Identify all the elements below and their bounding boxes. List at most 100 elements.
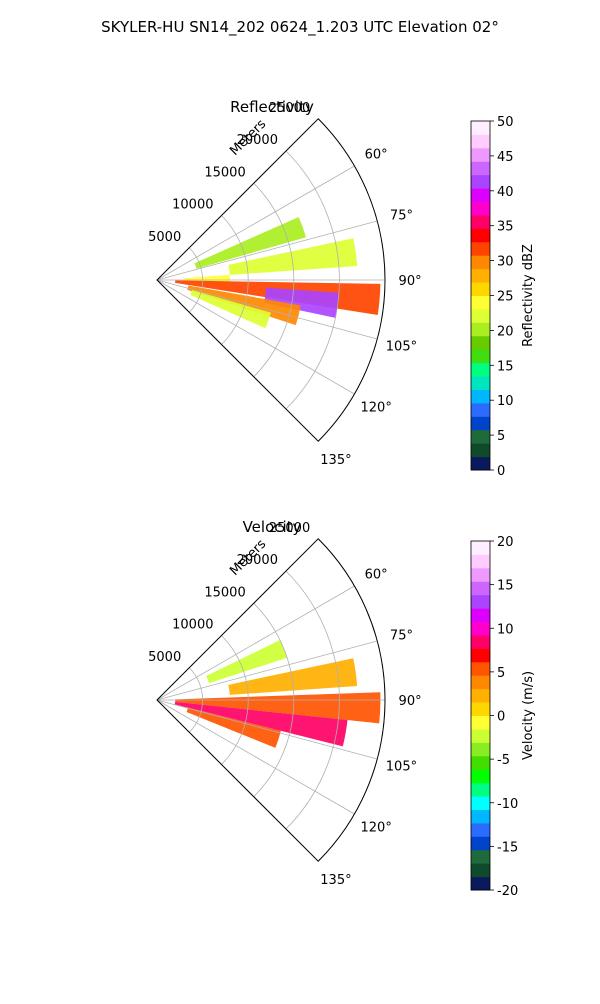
echo-cell (206, 640, 288, 684)
colorbar-segment (471, 295, 490, 310)
colorbar-segment (471, 147, 490, 162)
colorbar-segment (471, 416, 490, 431)
azimuth-spoke (156, 640, 378, 701)
colorbar-segment (471, 362, 490, 377)
azimuth-tick-label: 60° (365, 147, 388, 162)
colorbar-segment (471, 389, 490, 404)
echo-cell (194, 216, 307, 269)
colorbar-segment (471, 567, 490, 582)
azimuth-tick-label: 90° (399, 694, 422, 709)
colorbar-segment (471, 214, 490, 229)
colorbar-tick-label: -5 (497, 753, 510, 768)
colorbar-label: Velocity (m/s) (521, 671, 536, 760)
azimuth-tick-label: 60° (365, 567, 388, 582)
azimuth-tick-label: 105° (386, 760, 417, 775)
range-tick-label: 5000 (148, 650, 181, 665)
range-tick-label: 25000 (269, 521, 310, 536)
colorbar-segment (471, 188, 490, 203)
colorbar-segment (471, 134, 490, 149)
colorbar-segment (471, 822, 490, 837)
velocity-title: Velocity (243, 518, 302, 536)
range-tick-label: 10000 (172, 198, 213, 213)
colorbar-tick-label: 40 (497, 185, 514, 200)
azimuth-tick-label: 75° (390, 208, 413, 223)
colorbar-segment (471, 702, 490, 716)
colorbar-segment (471, 581, 490, 596)
colorbar-tick-label: 45 (497, 150, 514, 165)
reflectivity-panel: Reflectivity 500010000150002000025000Met… (148, 98, 536, 479)
colorbar-segment (471, 688, 490, 703)
colorbar-tick-label: 20 (497, 324, 514, 339)
sector-outline (156, 118, 386, 442)
colorbar-segment (471, 282, 490, 296)
colorbar-tick-label: 50 (497, 115, 514, 130)
azimuth-tick-label: 135° (320, 873, 351, 888)
colorbar-segment (471, 443, 490, 458)
colorbar-segment (471, 376, 490, 390)
azimuth-spoke (156, 279, 378, 340)
colorbar-tick-label: 15 (497, 359, 514, 374)
echo-cell (174, 701, 348, 747)
colorbar-segment (471, 755, 490, 770)
range-tick-label: 10000 (172, 618, 213, 633)
sector-outline (156, 538, 386, 862)
colorbar-segment (471, 201, 490, 216)
colorbar-segment (471, 876, 490, 891)
colorbar-tick-label: 10 (497, 394, 514, 409)
echo-cell (186, 707, 281, 748)
colorbar-segment (471, 661, 490, 676)
azimuth-spoke (156, 220, 378, 281)
colorbar-segment (471, 308, 490, 323)
colorbar-tick-label: 5 (497, 666, 505, 681)
azimuth-spoke (156, 165, 355, 281)
colorbar-segment (471, 402, 490, 417)
range-tick-label: 20000 (237, 553, 278, 568)
azimuth-spoke (156, 699, 378, 760)
colorbar-segment (471, 228, 490, 243)
azimuth-spoke (156, 585, 355, 701)
colorbar-segment (471, 349, 490, 364)
colorbar-segment (471, 728, 490, 743)
colorbar-segment (471, 675, 490, 690)
colorbar-segment (471, 322, 490, 337)
colorbar-segment (471, 554, 490, 569)
colorbar-tick-label: 15 (497, 579, 514, 594)
colorbar-tick-label: 20 (497, 535, 514, 550)
colorbar-label: Reflectivity dBZ (521, 244, 536, 347)
range-tick-label: 15000 (204, 165, 245, 180)
colorbar-segment (471, 429, 490, 444)
azimuth-tick-label: 90° (399, 274, 422, 289)
colorbar-segment (471, 121, 490, 135)
echo-cell (190, 290, 271, 329)
colorbar-segment (471, 715, 490, 730)
colorbar-segment (471, 241, 490, 256)
colorbar-segment (471, 796, 490, 810)
colorbar-segment (471, 849, 490, 864)
echo-cell (228, 238, 358, 275)
colorbar-segment (471, 594, 490, 609)
colorbar-segment (471, 769, 490, 784)
colorbar-segment (471, 621, 490, 636)
colorbar-segment (471, 161, 490, 176)
colorbar-segment (471, 742, 490, 757)
colorbar-segment (471, 782, 490, 797)
colorbar-tick-label: 10 (497, 622, 514, 637)
range-tick-label: 20000 (237, 133, 278, 148)
colorbar-tick-label: 35 (497, 220, 514, 235)
reflectivity-title: Reflectivity (230, 98, 314, 116)
azimuth-tick-label: 120° (361, 821, 392, 836)
azimuth-spoke (156, 699, 355, 815)
colorbar-segment (471, 809, 490, 824)
colorbar-segment (471, 836, 490, 851)
colorbar-tick-label: -15 (497, 840, 518, 855)
colorbar-segment (471, 268, 490, 283)
range-tick-label: 5000 (148, 230, 181, 245)
colorbar-segment (471, 335, 490, 350)
colorbar-tick-label: -20 (497, 884, 518, 899)
colorbar-segment (471, 541, 490, 555)
colorbar-tick-label: 5 (497, 429, 505, 444)
colorbar-tick-label: 30 (497, 255, 514, 270)
